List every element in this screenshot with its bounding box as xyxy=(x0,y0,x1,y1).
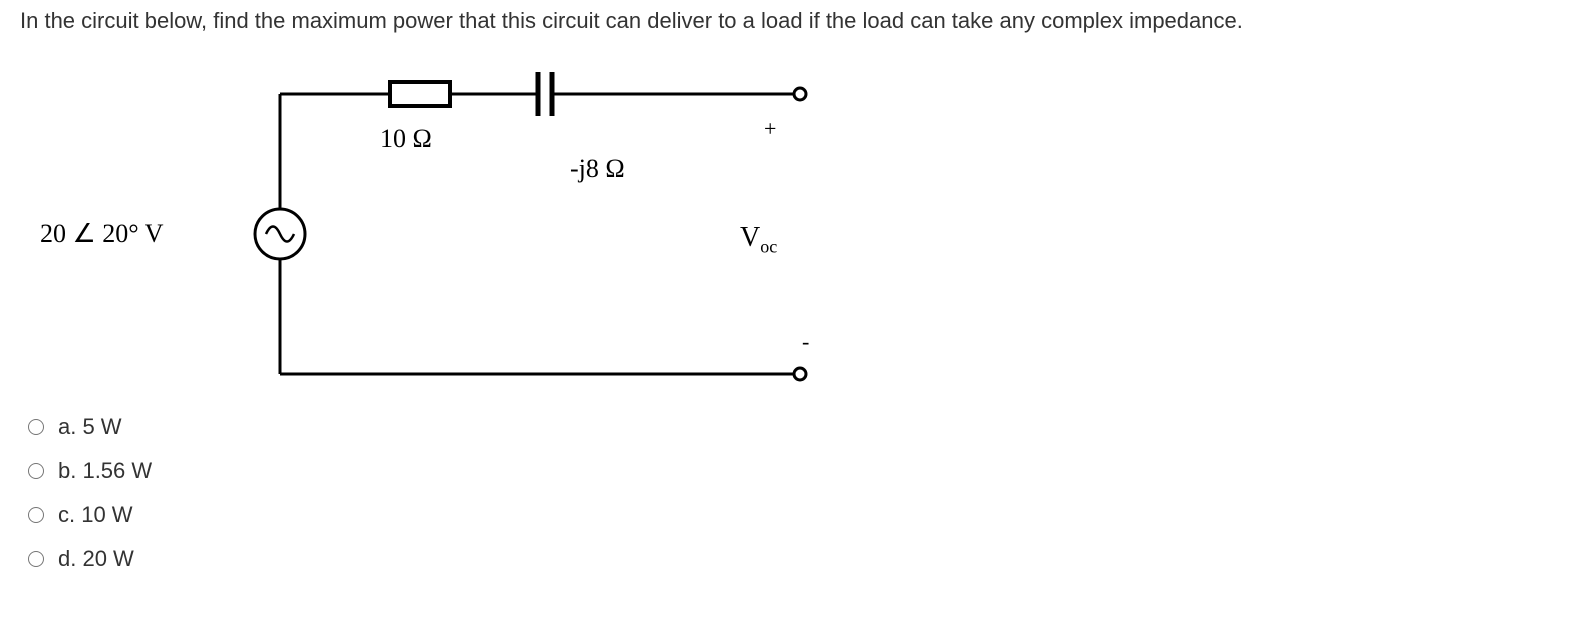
option-b[interactable]: b. 1.56 W xyxy=(20,458,1568,484)
option-b-label: b. 1.56 W xyxy=(58,458,152,484)
option-a-label: a. 5 W xyxy=(58,414,122,440)
voc-label: Voc xyxy=(740,222,777,258)
resistor-label: 10 Ω xyxy=(380,124,432,154)
radio-d[interactable] xyxy=(28,551,44,567)
option-c[interactable]: c. 10 W xyxy=(20,502,1568,528)
options-group: a. 5 W b. 1.56 W c. 10 W d. 20 W xyxy=(20,414,1568,572)
minus-label: - xyxy=(802,329,809,355)
circuit-diagram: 20 ∠ 20° V 10 Ω -j8 Ω + - Voc xyxy=(40,54,940,404)
radio-b[interactable] xyxy=(28,463,44,479)
option-d-label: d. 20 W xyxy=(58,546,134,572)
option-c-label: c. 10 W xyxy=(58,502,133,528)
capacitor-label: -j8 Ω xyxy=(570,154,625,184)
radio-c[interactable] xyxy=(28,507,44,523)
option-d[interactable]: d. 20 W xyxy=(20,546,1568,572)
option-a[interactable]: a. 5 W xyxy=(20,414,1568,440)
voc-v: V xyxy=(740,222,760,253)
radio-a[interactable] xyxy=(28,419,44,435)
plus-label: + xyxy=(764,116,776,142)
source-label: 20 ∠ 20° V xyxy=(40,219,164,249)
voc-sub: oc xyxy=(760,237,777,257)
question-text: In the circuit below, find the maximum p… xyxy=(20,8,1568,34)
